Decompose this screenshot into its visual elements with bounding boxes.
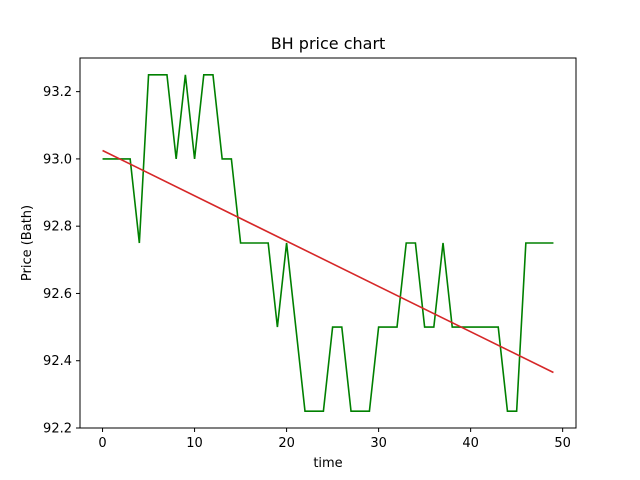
y-tick-label: 93.2 — [43, 85, 72, 100]
y-tick-label: 93.0 — [43, 152, 72, 167]
y-tick-label: 92.8 — [43, 220, 72, 235]
x-tick-label: 0 — [98, 436, 106, 451]
y-axis: 92.2 92.4 92.6 92.8 93.0 93.2 — [43, 85, 80, 437]
plot-area — [102, 74, 554, 412]
series-line-1 — [102, 149, 554, 374]
plot-frame — [79, 57, 577, 429]
x-tick-label: 20 — [278, 436, 295, 451]
y-axis-label: Price (Bath) — [20, 205, 35, 281]
y-tick-label: 92.4 — [43, 354, 72, 369]
chart-title: BH price chart — [271, 34, 386, 53]
x-tick-label: 10 — [186, 436, 203, 451]
x-axis: 0 10 20 30 40 50 — [98, 428, 571, 451]
x-tick-label: 50 — [554, 436, 571, 451]
x-tick-label: 30 — [370, 436, 387, 451]
x-axis-label: time — [313, 456, 342, 471]
y-tick-label: 92.6 — [43, 287, 72, 302]
y-tick-label: 92.2 — [43, 422, 72, 437]
x-tick-label: 40 — [462, 436, 479, 451]
series-line-0 — [102, 74, 554, 412]
